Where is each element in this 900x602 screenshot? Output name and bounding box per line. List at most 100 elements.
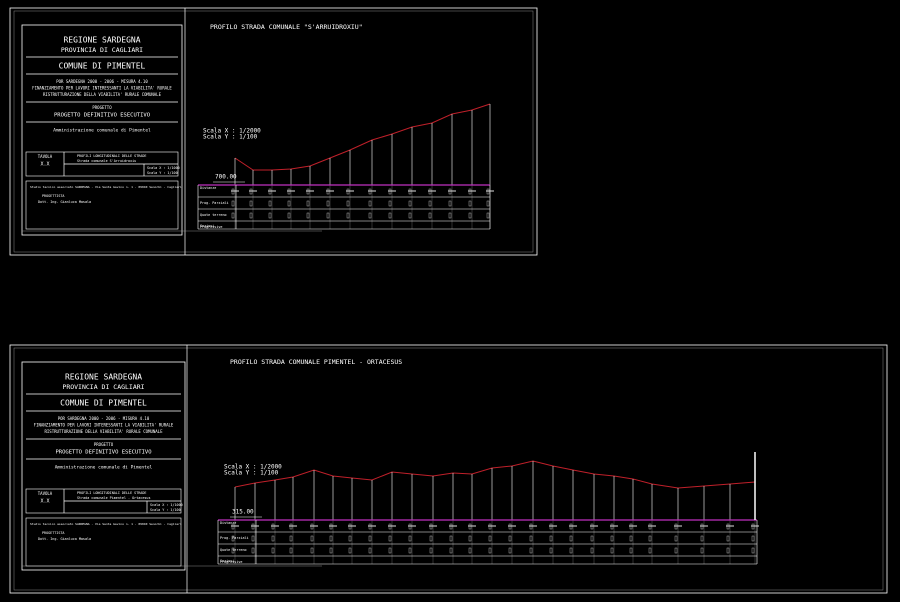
project-label: PROGETTO: [92, 105, 112, 110]
cell-value: [306, 212, 310, 219]
surface-bar: [298, 561, 340, 564]
cell-value: [610, 547, 614, 554]
cell-value: [368, 547, 372, 554]
cell-value: [368, 212, 372, 219]
cell-value: [271, 535, 275, 542]
cell-value: [569, 547, 573, 554]
cell-value: [326, 212, 330, 219]
cell-value: [488, 535, 492, 542]
cell-value: [348, 547, 352, 554]
surface-bar: [465, 561, 507, 564]
sheet-frame: [9, 344, 888, 594]
cell-value: [346, 200, 350, 207]
cell-value: [310, 535, 314, 542]
cell-value: [408, 547, 412, 554]
cell-value: [231, 535, 235, 542]
table-scale: Scala X : 1/1000: [147, 166, 180, 170]
cell-value: [700, 547, 704, 554]
table-scale: Scala X : 1/1000: [150, 503, 183, 507]
scale-y: Scala Y : 1/100: [203, 134, 258, 141]
cell-value: [508, 535, 512, 542]
row-label: Prog. Parziali: [220, 536, 249, 540]
row-label: Sezioni: [220, 559, 234, 563]
cell-value: [368, 535, 372, 542]
region: REGIONE SARDEGNA: [65, 373, 142, 382]
designer: Dott. Ing. Gianluca Masala: [38, 200, 91, 204]
municipality: COMUNE DI PIMENTEL: [59, 62, 146, 71]
surface-bar: [632, 561, 674, 564]
surface-bar: [423, 561, 465, 564]
table-number: X.X: [40, 499, 49, 505]
surface-bar: [548, 561, 590, 564]
cell-value: [287, 200, 291, 207]
datum-label: 315.00: [232, 509, 254, 516]
cell-value: [231, 547, 235, 554]
cell-value: [508, 547, 512, 554]
cell-value: [388, 200, 392, 207]
designer: Dott. Ing. Gianluca Masala: [38, 537, 91, 541]
cell-value: [268, 212, 272, 219]
cell-value: [271, 547, 275, 554]
table-number: X.X: [40, 162, 49, 168]
sheet-frame: [9, 7, 538, 256]
cell-value: [429, 547, 433, 554]
title-block: [21, 24, 183, 236]
funding-line: RISTRUTTURAZIONE DELLA VIABILITA' RURALE…: [44, 429, 163, 434]
cell-value: [388, 547, 392, 554]
cell-value: [468, 200, 472, 207]
cell-value: [448, 212, 452, 219]
cell-value: [287, 212, 291, 219]
row-label: Prog. Parziali: [200, 201, 229, 205]
cell-value: [449, 547, 453, 554]
surface-bar: [715, 561, 757, 564]
cell-value: [468, 535, 472, 542]
cell-value: [408, 200, 412, 207]
cell-value: [289, 547, 293, 554]
cell-value: [549, 535, 553, 542]
cell-value: [310, 547, 314, 554]
cell-value: [486, 212, 490, 219]
cell-value: [408, 535, 412, 542]
title-block: [21, 361, 186, 571]
cell-value: [231, 200, 235, 207]
row-label: Quote terreno: [220, 548, 247, 552]
cell-value: [674, 535, 678, 542]
cell-value: [700, 535, 704, 542]
funding-line: POR SARDEGNA 2000 - 2006 - MISURA 4.10: [56, 79, 148, 84]
cell-value: [249, 212, 253, 219]
row-label: Distanze: [200, 186, 216, 190]
cell-value: [468, 547, 472, 554]
sheet-inner-frame: [13, 10, 534, 253]
cell-value: [468, 212, 472, 219]
cell-value: [306, 200, 310, 207]
surface-bar: [340, 561, 382, 564]
surface-bar: [256, 561, 298, 564]
cell-value: [590, 535, 594, 542]
row-label: Progressive: [200, 225, 222, 229]
cell-value: [674, 547, 678, 554]
cell-value: [648, 535, 652, 542]
province: PROVINCIA DI CAGLIARI: [61, 46, 143, 54]
cell-value: [329, 547, 333, 554]
cell-value: [289, 535, 293, 542]
municipality: COMUNE DI PIMENTEL: [60, 399, 147, 408]
cell-value: [529, 535, 533, 542]
cell-value: [569, 535, 573, 542]
terrain-profile: [234, 103, 491, 171]
funding-line: POR SARDEGNA 2000 - 2006 - MISURA 4.10: [58, 416, 150, 421]
cell-value: [648, 547, 652, 554]
cell-value: [549, 547, 553, 554]
cell-value: [329, 535, 333, 542]
cell-value: [268, 200, 272, 207]
cell-value: [231, 212, 235, 219]
cell-value: [251, 547, 255, 554]
scale-y: Scala Y : 1/100: [224, 470, 279, 477]
cell-value: [428, 212, 432, 219]
designer-label: PROGETTISTA: [42, 194, 64, 198]
cell-value: [408, 212, 412, 219]
terrain-profile: [234, 460, 756, 489]
cell-value: [326, 200, 330, 207]
project-phase: PROGETTO DEFINITIVO ESECUTIVO: [54, 113, 150, 119]
cell-value: [726, 535, 730, 542]
cell-value: [249, 200, 253, 207]
